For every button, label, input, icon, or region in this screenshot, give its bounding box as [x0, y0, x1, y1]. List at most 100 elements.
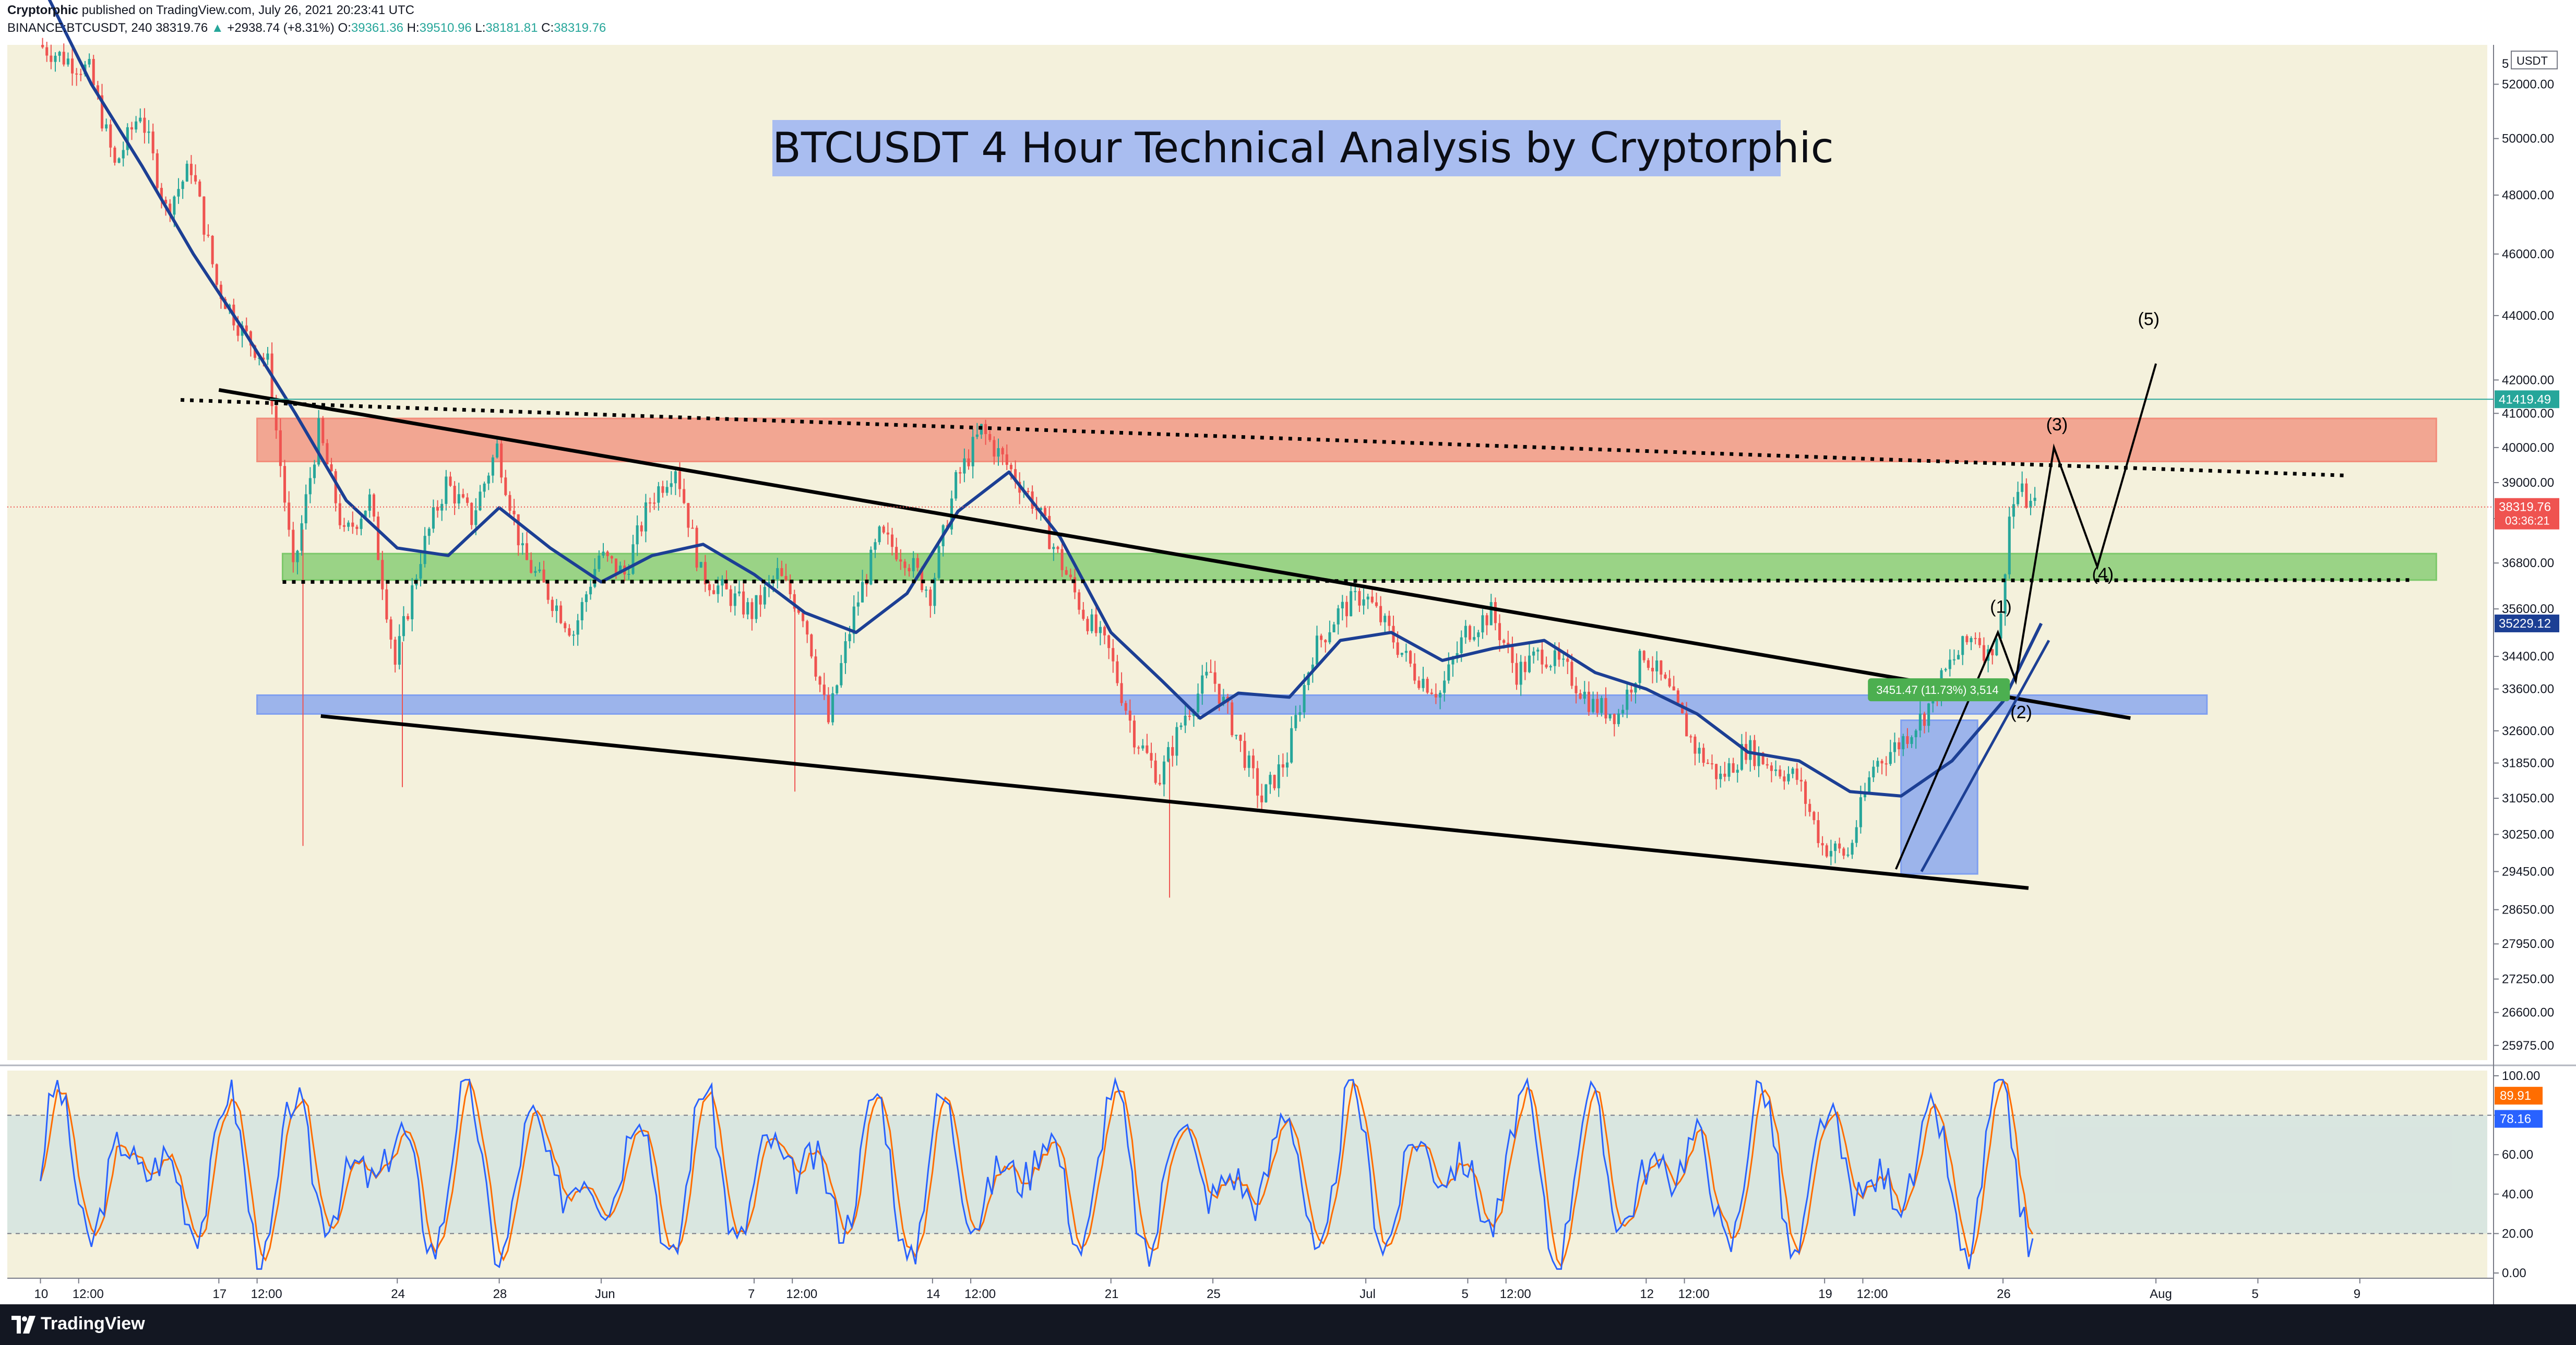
candle-body: [1608, 714, 1612, 719]
candle-body: [194, 175, 197, 182]
chart-title: BTCUSDT 4 Hour Technical Analysis by Cry…: [772, 124, 1834, 172]
candle-body: [1426, 679, 1429, 693]
candle-body: [831, 693, 834, 723]
candle-body: [1231, 702, 1234, 736]
candle-body: [1952, 659, 1955, 661]
last-price: 38319.76: [156, 21, 208, 35]
candle-body: [1592, 699, 1595, 712]
candle-body: [955, 472, 958, 499]
candle-body: [1761, 752, 1764, 764]
stoch-tick-label: 60.00: [2502, 1148, 2533, 1162]
candle-body: [1141, 745, 1144, 749]
candle-body: [1332, 624, 1335, 632]
candle-body: [1222, 696, 1225, 704]
candle-body: [1464, 626, 1467, 638]
candle-body: [1923, 713, 1926, 726]
tradingview-logo[interactable]: TradingView: [11, 1314, 145, 1334]
price-tick-label: 5: [2502, 57, 2509, 71]
candle-body: [66, 58, 69, 65]
candle-body: [215, 264, 218, 285]
candle-body: [1783, 776, 1786, 782]
time-tick-label: 12: [1640, 1287, 1654, 1301]
candle-body: [1205, 671, 1208, 676]
price-tick-label: 39000.00: [2502, 476, 2554, 490]
candle-body: [45, 47, 49, 56]
candle-body: [840, 663, 843, 686]
candle-body: [802, 613, 805, 621]
candle-body: [1337, 608, 1340, 625]
price-tick-label: 34400.00: [2502, 650, 2554, 664]
candle-body: [733, 593, 736, 606]
candle-body: [411, 585, 414, 619]
stoch-k-line: [40, 1076, 2034, 1270]
candle-body: [1197, 693, 1200, 712]
author-name[interactable]: Cryptorphic: [7, 3, 79, 17]
candle-body: [2021, 483, 2024, 492]
candle-body: [207, 234, 210, 236]
candle-body: [1660, 660, 1663, 675]
candle-body: [737, 591, 741, 594]
candle-body: [461, 494, 464, 498]
candle-body: [746, 602, 749, 615]
price-tick-label: 31850.00: [2502, 756, 2554, 771]
price-badge-countdown: 03:36:21: [2505, 514, 2550, 527]
candle-body: [321, 418, 325, 443]
candle-body: [381, 560, 384, 590]
candle-body: [1052, 547, 1055, 549]
candle-body: [139, 117, 142, 122]
candle-body: [262, 357, 265, 360]
candle-body: [861, 582, 864, 603]
candle-body: [1103, 627, 1106, 635]
candle-body: [784, 576, 788, 580]
candle-body: [1689, 736, 1692, 738]
candle-body: [1082, 609, 1085, 619]
candle-body: [631, 544, 635, 574]
candle-body: [908, 568, 911, 571]
candle-body: [538, 569, 541, 571]
stoch-badge: [2495, 1087, 2543, 1105]
price-tick-label: 26600.00: [2502, 1006, 2554, 1020]
time-tick-label: Jun: [595, 1287, 615, 1301]
candle-body: [1404, 651, 1408, 653]
candle-body: [1247, 755, 1250, 768]
candle-body: [1736, 770, 1739, 773]
candle-body: [1281, 764, 1284, 768]
candle-body: [1069, 574, 1072, 578]
candle-body: [398, 636, 401, 665]
price-tick-label: 42000.00: [2502, 373, 2554, 387]
candle-body: [1685, 713, 1688, 737]
candle-body: [1014, 469, 1017, 482]
candle-body: [1074, 577, 1077, 593]
candle-body: [126, 127, 129, 150]
candle-body: [1065, 570, 1068, 575]
candle-body: [1201, 675, 1204, 694]
price-badge: [2495, 498, 2559, 530]
candle-body: [1370, 596, 1374, 603]
candle-body: [827, 695, 830, 723]
candle-body: [1634, 683, 1637, 693]
candle-body: [393, 639, 397, 665]
candle-body: [96, 85, 99, 95]
candle-body: [470, 502, 473, 525]
symbol-label[interactable]: BINANCE:BTCUSDT, 240: [7, 21, 152, 35]
resistance-zone: [256, 417, 2437, 463]
candle-body: [1676, 690, 1679, 703]
candle-body: [491, 457, 494, 476]
candle-body: [1290, 728, 1293, 763]
candle-body: [1600, 698, 1603, 713]
candle-body: [1027, 491, 1030, 493]
candle-body: [1902, 736, 1905, 750]
candle-body: [657, 486, 660, 503]
candle-body: [967, 458, 970, 466]
candle-body: [929, 590, 932, 606]
candle-body: [283, 466, 287, 503]
candle-body: [975, 434, 979, 437]
candle-body: [1124, 703, 1127, 711]
elliott-wave-path: [1895, 363, 2157, 870]
candle-body: [1485, 615, 1488, 626]
candle-body: [517, 514, 520, 546]
candle-body: [1604, 698, 1607, 719]
candle-body: [1235, 735, 1238, 736]
moving-average-line: [47, 0, 2043, 798]
candle-body: [75, 73, 78, 75]
